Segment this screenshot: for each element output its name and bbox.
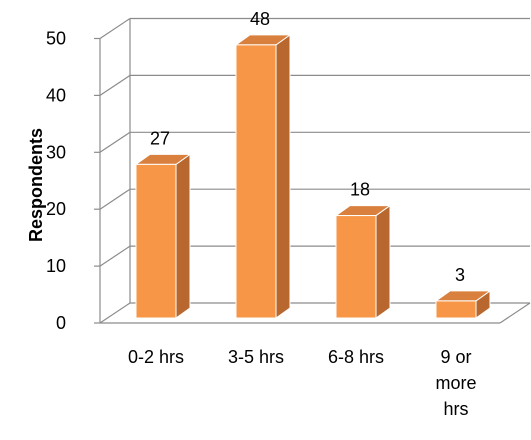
gridline-side <box>99 188 131 210</box>
y-tick-label: 20 <box>46 199 66 219</box>
data-label: 3 <box>455 265 465 285</box>
y-tick-label: 50 <box>46 29 66 49</box>
gridline-side <box>99 302 131 324</box>
bar-side <box>275 33 291 319</box>
bar <box>334 204 392 319</box>
gridline-side <box>99 131 131 153</box>
data-label: 27 <box>150 128 170 148</box>
floor-side-edge <box>499 302 531 324</box>
y-axis-label: Respondents <box>26 128 46 242</box>
bars-layer <box>134 33 492 319</box>
bar-front <box>435 300 477 319</box>
x-category-labels: 0-2 hrs 3-5 hrs 6-8 hrs 9 or more hrs <box>128 347 477 419</box>
data-labels: 27 48 18 3 <box>150 9 465 285</box>
grid-layer <box>94 17 531 324</box>
bar <box>434 289 492 319</box>
y-tick-label: 10 <box>46 256 66 276</box>
y-tick-labels: 0 10 20 30 40 50 <box>46 29 66 334</box>
bar-front <box>335 215 377 319</box>
y-tick-label: 30 <box>46 142 66 162</box>
x-category-label: 6-8 hrs <box>328 347 384 367</box>
x-category-label: 0-2 hrs <box>128 347 184 367</box>
gridline-side <box>99 245 131 267</box>
bar-front <box>235 44 277 319</box>
x-category-label: 3-5 hrs <box>228 347 284 367</box>
x-category-label: 9 or more hrs <box>435 347 476 419</box>
y-tick-label: 40 <box>46 85 66 105</box>
gridline-side <box>99 18 131 39</box>
data-label: 48 <box>250 9 270 29</box>
bar-side <box>375 204 391 319</box>
bar-side <box>175 153 191 319</box>
bar-front <box>135 163 177 319</box>
bar <box>134 153 192 319</box>
bar <box>234 33 292 319</box>
y-tick-label: 0 <box>56 313 66 333</box>
data-label: 18 <box>350 180 370 200</box>
gridline-side <box>99 74 131 96</box>
